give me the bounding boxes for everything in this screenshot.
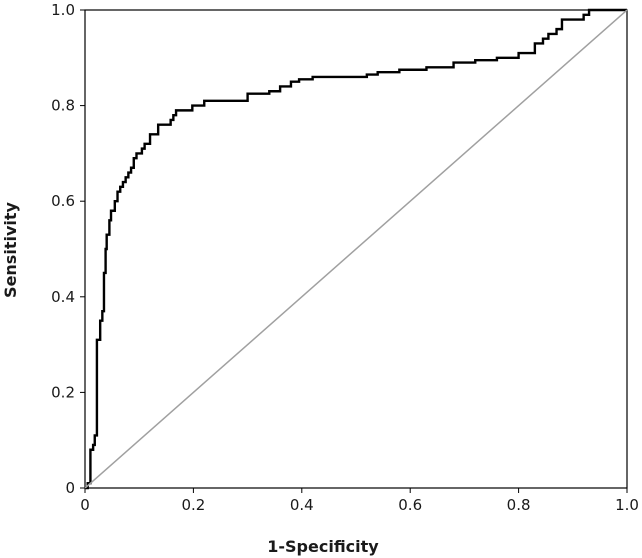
y-tick-label: 1.0	[51, 1, 75, 19]
x-tick-label: 0.4	[290, 496, 314, 514]
plot-area	[84, 8, 628, 490]
x-tick-label: 0.8	[507, 496, 531, 514]
y-axis-title: Sensitivity	[1, 201, 20, 297]
y-tick-label: 0.8	[51, 97, 75, 115]
x-tick-label: 1.0	[615, 496, 639, 514]
x-tick-label: 0	[80, 496, 90, 514]
y-tick-label: 0.2	[51, 383, 75, 401]
y-tick-label: 0.4	[51, 288, 75, 306]
axis-ticks: 0 0.2 0.4 0.6 0.8 1.0 0 0.2 0.4 0.6 0.8 1.0	[51, 1, 639, 514]
x-tick-label: 0.2	[181, 496, 205, 514]
y-tick-label: 0	[65, 479, 75, 497]
roc-curve-line	[85, 8, 627, 490]
plot-frame	[84, 9, 628, 489]
reference-diagonal-line	[84, 9, 628, 489]
y-tick-label: 0.6	[51, 192, 75, 210]
x-axis-title: 1-Specificity	[267, 537, 379, 556]
x-tick-label: 0.6	[398, 496, 422, 514]
